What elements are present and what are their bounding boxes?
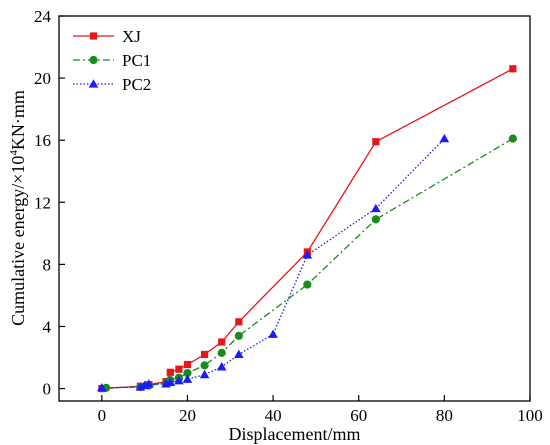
data-point-pc1 [183,368,192,378]
x-tick-label: 60 [350,406,367,425]
legend-marker-pc1 [89,55,98,65]
series-markers [97,65,517,393]
data-point-xj [175,365,183,373]
data-point-pc1 [200,361,209,370]
data-point-pc1 [371,215,380,224]
legend: XJ PC1 PC2 [73,27,151,94]
data-point-pc1 [303,280,312,289]
x-tick-label: 0 [98,406,107,425]
x-tick-label: 20 [179,406,196,425]
data-point-xj [218,338,226,346]
data-point-xj [166,368,174,376]
x-tick-label: 100 [517,406,543,425]
series-line-pc1 [106,138,514,389]
legend-label-pc1: PC1 [122,51,151,70]
data-point-pc2 [97,383,107,392]
data-point-xj [372,138,380,146]
legend-marker-pc2 [88,79,99,88]
data-point-pc1 [508,134,517,143]
x-tick-label: 80 [436,406,453,425]
y-tick-label: 16 [34,131,51,150]
y-tick-label: 0 [43,380,52,399]
data-point-pc2 [174,376,184,385]
y-tick-label: 20 [34,69,51,88]
data-point-pc2 [234,349,244,359]
data-point-pc2 [165,377,176,386]
y-tick-label: 8 [43,255,52,274]
data-point-pc2 [144,379,154,388]
y-tick-label: 4 [43,317,52,336]
axis-ticks: 0 20 40 60 80 100 0 4 8 12 16 20 24 [34,7,543,425]
legend-marker-xj [89,32,98,40]
series-line-xj [101,68,514,390]
x-tick-label: 40 [265,406,282,425]
legend-label-pc2: PC2 [122,75,151,94]
data-point-pc2 [182,374,193,383]
data-point-pc2 [216,362,227,371]
data-point-pc2 [268,329,278,338]
y-tick-label: 24 [34,7,52,26]
x-axis-title: Displacement/mm [229,424,361,444]
data-point-pc1 [217,348,226,357]
data-point-pc2 [439,133,450,143]
y-tick-label: 12 [34,193,51,212]
data-point-xj [200,350,209,359]
data-point-xj [509,65,517,73]
data-point-pc2 [199,369,210,379]
data-point-xj [235,318,243,326]
plot-frame [58,15,531,402]
data-point-pc2 [302,250,313,259]
y-axis-title: Cumulative energy/×104KN·mm [8,90,28,326]
data-point-pc1 [234,331,243,340]
series-lines [101,68,514,390]
legend-label-xj: XJ [122,27,141,46]
data-point-pc2 [371,203,381,213]
series-line-pc2 [101,138,445,389]
data-point-xj [183,360,192,369]
